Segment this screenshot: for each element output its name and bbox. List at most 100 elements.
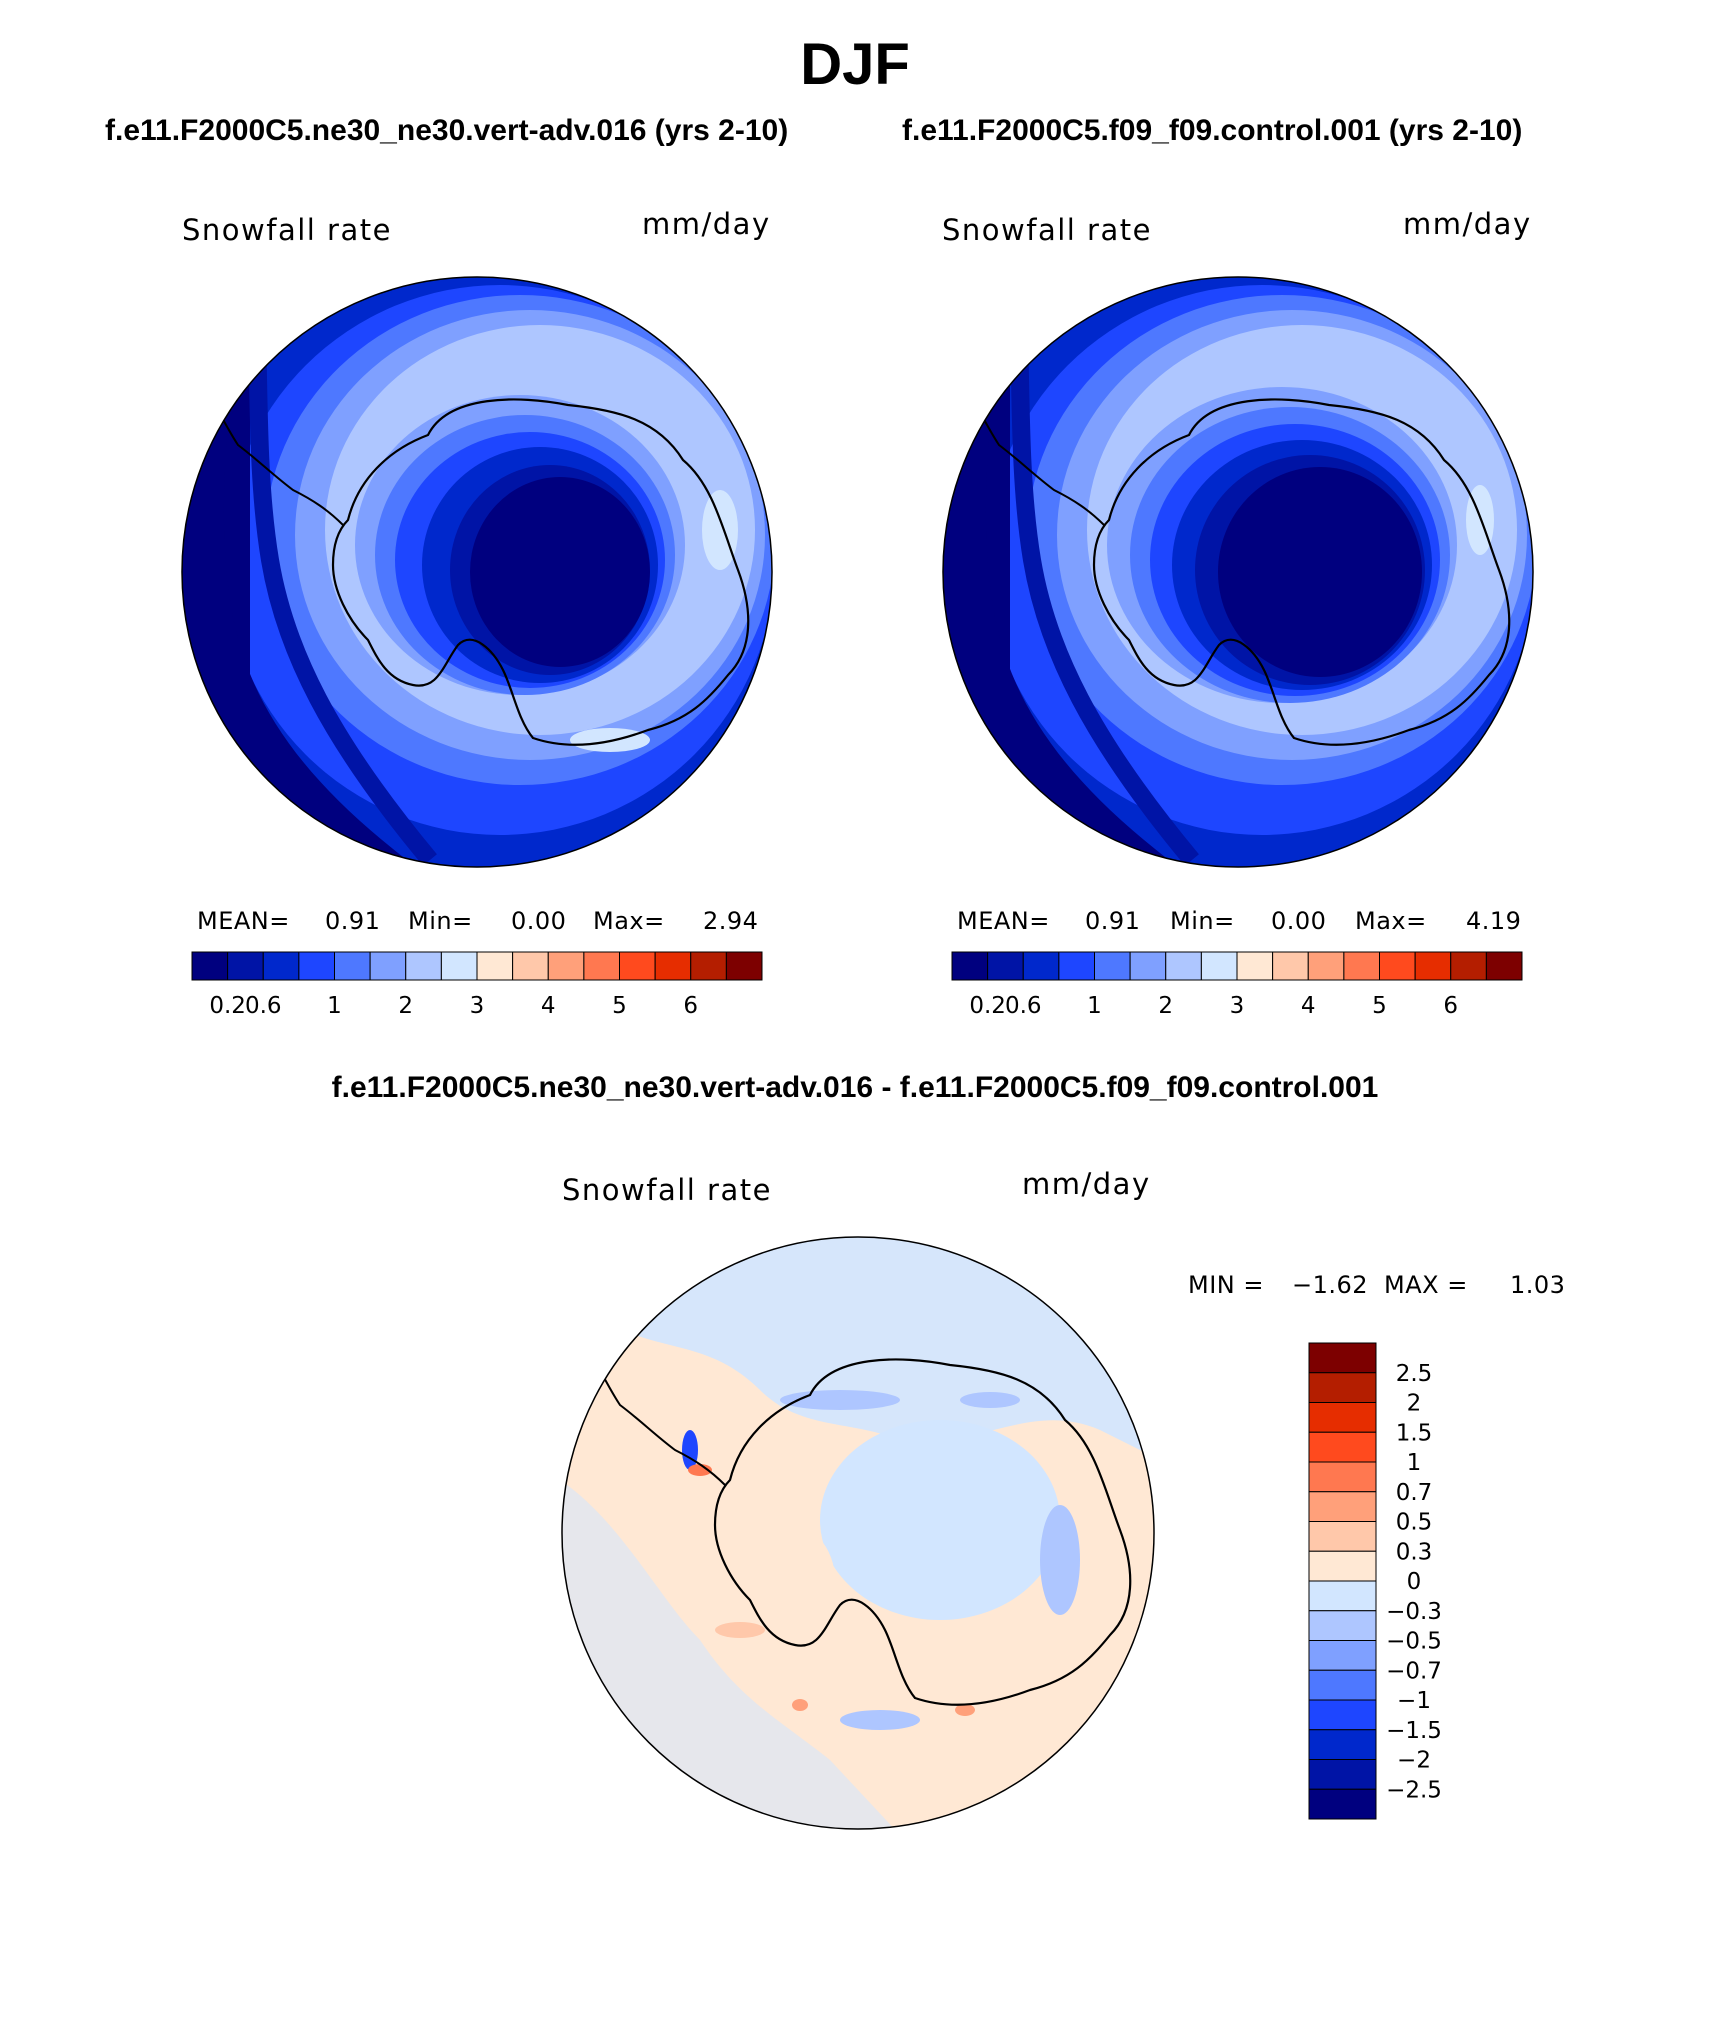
diff-min-label: MIN = xyxy=(1188,1271,1264,1299)
panel1-colorbar-tick-label: 4 xyxy=(541,993,556,1019)
diff-colorbar-box xyxy=(1308,1431,1377,1463)
panel2-colorbar-box xyxy=(1379,951,1416,981)
panel2-colorbar-box xyxy=(1307,951,1345,981)
diff-colorbar-tick-label: 0.7 xyxy=(1396,1480,1433,1506)
diff-colorbar-tick-label: 1.5 xyxy=(1396,1420,1433,1446)
panel2-colorbar-box xyxy=(987,951,1024,981)
panel2-colorbar-tick-label: 3 xyxy=(1230,993,1245,1019)
panel1-colorbar-tick-label: 0.6 xyxy=(245,993,282,1019)
diff-colorbar-box xyxy=(1308,1372,1377,1403)
panel1-colorbar-box xyxy=(690,951,727,981)
panel1-colorbar-tick-label: 3 xyxy=(470,993,485,1019)
diff-colorbar: 2.5 2 1.5 1 0.7 0.5 0.3 0 −0.3 −0.5 −0.7 −1 −1.5 −2 −2… xyxy=(1308,1342,1442,1820)
panel2-colorbar-box xyxy=(1200,951,1238,981)
panel2-colorbar-box xyxy=(1450,951,1487,981)
diff-colorbar-box xyxy=(1308,1669,1377,1701)
diff-colorbar-tick-label: −0.3 xyxy=(1386,1599,1442,1625)
panel1-min-label: Min= xyxy=(408,907,473,935)
diff-panel-title: f.e11.F2000C5.ne30_ne30.vert-adv.016 - f… xyxy=(331,1071,1379,1104)
panel1-case-title: f.e11.F2000C5.ne30_ne30.vert-adv.016 (yr… xyxy=(105,114,789,147)
panel1-map xyxy=(181,276,773,868)
panel2-colorbar-tick-label: 0.2 xyxy=(969,993,1006,1019)
panel1-max-value: 2.94 xyxy=(703,907,759,935)
panel1-mean-label: MEAN= xyxy=(197,907,290,935)
panel2-colorbar: 0.2 0.6 1 2 3 4 5 6 xyxy=(951,951,1523,1019)
panel1-units-label: mm/day xyxy=(642,207,771,241)
panel1-colorbar-box xyxy=(369,951,407,981)
panel1-colorbar-box xyxy=(619,951,656,981)
diff-units-label: mm/day xyxy=(1022,1167,1151,1201)
diff-variable-label: Snowfall rate xyxy=(562,1173,772,1207)
diff-colorbar-tick-label: 2.5 xyxy=(1396,1361,1433,1387)
panel1-max-label: Max= xyxy=(593,907,665,935)
panel1-mean-value: 0.91 xyxy=(325,907,381,935)
panel2-colorbar-box xyxy=(1058,951,1095,981)
panel2-colorbar-tick-label: 1 xyxy=(1087,993,1102,1019)
diff-colorbar-box xyxy=(1308,1788,1377,1820)
diff-colorbar-box xyxy=(1308,1521,1377,1552)
diff-colorbar-box xyxy=(1308,1342,1377,1374)
diff-colorbar-box xyxy=(1308,1491,1377,1522)
diff-colorbar-tick-label: −2.5 xyxy=(1386,1777,1442,1803)
panel2-units-label: mm/day xyxy=(1403,207,1532,241)
panel1-colorbar-box xyxy=(512,951,549,981)
panel1-colorbar-box xyxy=(440,951,478,981)
panel2-max-value: 4.19 xyxy=(1466,907,1522,935)
panel2-colorbar-tick-label: 2 xyxy=(1158,993,1173,1019)
panel2-colorbar-box xyxy=(1236,951,1274,981)
diff-min-value: −1.62 xyxy=(1292,1271,1369,1299)
panel1-colorbar-box xyxy=(547,951,585,981)
panel1-colorbar-box xyxy=(583,951,620,981)
diff-colorbar-box xyxy=(1308,1729,1377,1760)
panel2-colorbar-box xyxy=(1414,951,1452,981)
diff-colorbar-box xyxy=(1308,1402,1377,1433)
panel2-colorbar-box xyxy=(1094,951,1131,981)
diff-colorbar-box xyxy=(1308,1759,1377,1790)
panel2-colorbar-tick-label: 6 xyxy=(1443,993,1458,1019)
panel1-variable-label: Snowfall rate xyxy=(182,213,392,247)
panel1-colorbar-box xyxy=(654,951,692,981)
panel1-min-value: 0.00 xyxy=(511,907,567,935)
panel2-colorbar-box xyxy=(951,951,989,981)
panel1-colorbar-box xyxy=(262,951,300,981)
diff-colorbar-tick-label: −0.5 xyxy=(1386,1629,1442,1655)
diff-colorbar-box xyxy=(1308,1550,1377,1582)
panel2-colorbar-box xyxy=(1165,951,1202,981)
panel2-map xyxy=(942,276,1534,868)
panel2-variable-label: Snowfall rate xyxy=(942,213,1152,247)
panel2-mean-label: MEAN= xyxy=(957,907,1050,935)
panel2-min-value: 0.00 xyxy=(1271,907,1327,935)
panel1-colorbar-box xyxy=(405,951,442,981)
diff-colorbar-tick-label: −1.5 xyxy=(1386,1718,1442,1744)
panel2-case-title: f.e11.F2000C5.f09_f09.control.001 (yrs 2… xyxy=(902,114,1523,147)
panel1-colorbar: 0.2 0.6 1 2 3 4 5 6 xyxy=(191,951,763,1019)
panel1-colorbar-box xyxy=(476,951,514,981)
diff-colorbar-box xyxy=(1308,1699,1377,1731)
panel2-colorbar-box xyxy=(1272,951,1309,981)
diff-map xyxy=(561,1236,1155,1830)
diff-colorbar-tick-label: 0.3 xyxy=(1396,1539,1433,1565)
panel1-colorbar-box xyxy=(298,951,335,981)
diff-colorbar-tick-label: 0.5 xyxy=(1396,1510,1433,1536)
panel1-colorbar-box xyxy=(334,951,371,981)
diff-max-value: 1.03 xyxy=(1510,1271,1566,1299)
panel2-colorbar-box xyxy=(1022,951,1060,981)
figure-title: DJF xyxy=(800,32,910,97)
panel2-colorbar-box xyxy=(1485,951,1523,981)
panel1-colorbar-tick-label: 5 xyxy=(612,993,627,1019)
panel2-colorbar-box xyxy=(1129,951,1167,981)
diff-colorbar-box xyxy=(1308,1461,1377,1493)
diff-colorbar-tick-label: −0.7 xyxy=(1386,1658,1442,1684)
panel1-colorbar-tick-label: 2 xyxy=(398,993,413,1019)
panel2-colorbar-tick-label: 0.6 xyxy=(1005,993,1042,1019)
diff-colorbar-box xyxy=(1308,1640,1377,1671)
panel2-min-label: Min= xyxy=(1170,907,1235,935)
panel2-mean-value: 0.91 xyxy=(1085,907,1141,935)
panel2-colorbar-box xyxy=(1343,951,1380,981)
panel1-colorbar-tick-label: 1 xyxy=(327,993,342,1019)
diff-colorbar-box xyxy=(1308,1580,1377,1612)
diff-colorbar-tick-label: 1 xyxy=(1407,1450,1422,1476)
diff-colorbar-tick-label: 0 xyxy=(1407,1569,1422,1595)
diff-colorbar-tick-label: −2 xyxy=(1397,1748,1431,1774)
